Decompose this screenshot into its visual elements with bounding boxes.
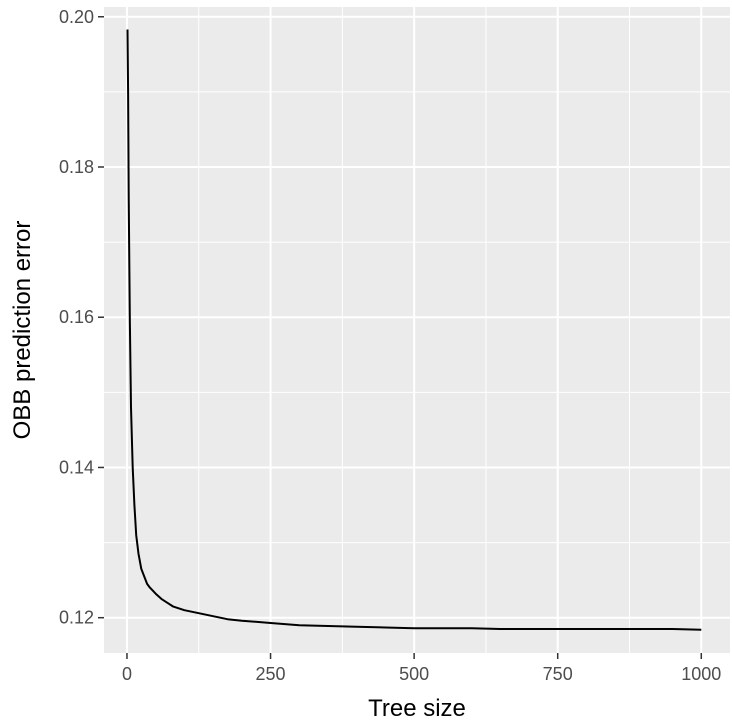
- y-axis: 0.12 0.14 0.16 0.18 0.20: [59, 7, 104, 628]
- major-grid: [104, 7, 730, 653]
- y-tick-label: 0.20: [59, 7, 94, 27]
- y-tick-label: 0.16: [59, 307, 94, 327]
- x-tick-label: 250: [256, 664, 286, 684]
- x-axis: 0 250 500 750 1000: [122, 653, 721, 684]
- series-line: [126, 29, 702, 631]
- x-tick-label: 500: [399, 664, 429, 684]
- y-tick-label: 0.14: [59, 457, 94, 477]
- y-tick-label: 0.18: [59, 157, 94, 177]
- x-tick-label: 750: [543, 664, 573, 684]
- y-tick-label: 0.12: [59, 608, 94, 628]
- plot-panel: [104, 7, 730, 653]
- minor-grid: [104, 7, 730, 653]
- x-axis-title: Tree size: [368, 695, 466, 722]
- x-tick-label: 1000: [681, 664, 721, 684]
- y-axis-title: OBB prediction error: [9, 221, 36, 440]
- x-tick-label: 0: [122, 664, 132, 684]
